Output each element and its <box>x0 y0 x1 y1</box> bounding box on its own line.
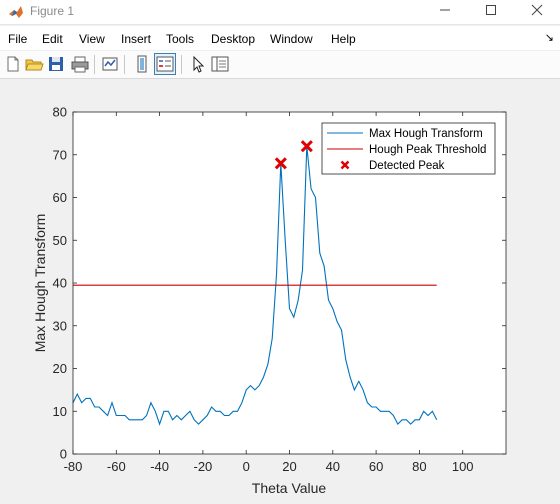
y-tick-label: 20 <box>53 361 67 376</box>
y-axis-label: Max Hough Transform <box>32 214 48 353</box>
menu-edit[interactable]: Edit <box>42 32 63 46</box>
toolbar-separator <box>124 55 125 74</box>
toolbar-separator <box>94 55 95 74</box>
axes-box <box>72 111 507 455</box>
legend-label-peak: Detected Peak <box>369 160 445 172</box>
dock-arrow-icon[interactable]: ↘ <box>544 32 554 44</box>
toolbar-separator <box>181 55 182 74</box>
y-tick-label: 50 <box>53 233 67 248</box>
y-tick-label: 10 <box>53 404 67 419</box>
y-tick-label: 40 <box>53 276 67 291</box>
window-title: Figure 1 <box>30 4 75 18</box>
legend-label-series: Max Hough Transform <box>369 128 483 140</box>
save-icon[interactable] <box>46 54 66 74</box>
legend-label-threshold: Hough Peak Threshold <box>369 144 486 156</box>
peak-stroke <box>274 157 287 170</box>
menu-window[interactable]: Window <box>270 32 313 46</box>
maximize-button[interactable] <box>468 0 514 24</box>
x-tick-label: -80 <box>64 459 83 474</box>
open-folder-icon[interactable] <box>24 54 44 74</box>
menu-help[interactable]: Help <box>331 32 356 46</box>
legend-peak-marker <box>340 160 350 170</box>
maximize-icon <box>486 5 496 15</box>
new-figure-icon[interactable] <box>3 54 23 74</box>
x-tick-label: 60 <box>369 459 383 474</box>
title-bar: Figure 1 <box>0 0 560 25</box>
x-tick-label: 40 <box>326 459 340 474</box>
peak-marker <box>300 140 313 153</box>
pointer-icon[interactable] <box>188 54 208 74</box>
x-axis-label: Theta Value <box>252 480 327 496</box>
x-tick-label: -20 <box>194 459 213 474</box>
menu-view[interactable]: View <box>79 32 105 46</box>
x-tick-label: -40 <box>150 459 169 474</box>
figure-toolbar <box>0 51 560 79</box>
x-tick-label: 0 <box>243 459 250 474</box>
legend[interactable]: Max Hough Transform Hough Peak Threshold… <box>321 122 496 175</box>
hough-chart: -80 -60 -40 -20 0 20 40 60 80 100 0 10 20 30 40 50 60 70 8… <box>32 105 507 496</box>
legend-icon[interactable] <box>154 53 176 75</box>
x-tick-label: 80 <box>412 459 426 474</box>
property-inspector-icon[interactable] <box>210 54 230 74</box>
matlab-logo-icon <box>9 6 23 18</box>
y-tick-label: 0 <box>60 447 67 462</box>
x-tick-label: 100 <box>452 459 474 474</box>
colorbar-icon[interactable] <box>132 54 152 74</box>
series-line <box>72 146 438 426</box>
menu-bar: File Edit View Insert Tools Desktop Wind… <box>0 26 560 50</box>
y-tick-label: 30 <box>53 318 67 333</box>
print-icon[interactable] <box>70 54 90 74</box>
y-tick-label: 70 <box>53 147 67 162</box>
x-tick-label: -60 <box>107 459 126 474</box>
y-tick-label: 60 <box>53 190 67 205</box>
minimize-icon <box>440 9 450 11</box>
menu-file[interactable]: File <box>8 32 28 46</box>
peak-stroke <box>340 160 350 170</box>
y-tick-label: 80 <box>53 105 67 120</box>
peak-marker <box>274 157 287 170</box>
minimize-button[interactable] <box>422 0 468 24</box>
x-tick-label: 20 <box>282 459 296 474</box>
menu-insert[interactable]: Insert <box>121 32 152 46</box>
figure-canvas: -80 -60 -40 -20 0 20 40 60 80 100 0 10 20 30 40 50 60 70 8… <box>0 79 560 499</box>
legend-swatch-peak <box>340 160 350 170</box>
close-icon <box>531 4 543 16</box>
peak-stroke <box>300 140 313 153</box>
menu-tools[interactable]: Tools <box>166 32 195 46</box>
menu-desktop[interactable]: Desktop <box>211 32 256 46</box>
link-plot-icon[interactable] <box>100 54 120 74</box>
close-button[interactable] <box>514 0 560 24</box>
